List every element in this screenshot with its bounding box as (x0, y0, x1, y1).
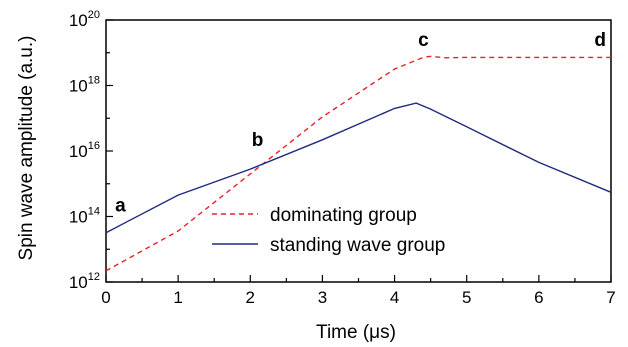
y-tick-label: 1014 (69, 206, 100, 227)
x-tick-label: 6 (534, 288, 543, 307)
x-tick-label: 4 (390, 288, 399, 307)
annotation-label: b (252, 130, 264, 151)
legend: dominating group standing wave group (212, 205, 445, 256)
annotation-label: a (115, 196, 126, 217)
series-line-standing-wave-group (105, 102, 612, 234)
x-tick-label: 5 (462, 288, 471, 307)
x-tick-label: 2 (246, 288, 255, 307)
legend-label: dominating group (270, 205, 417, 226)
x-tick-label: 7 (606, 288, 615, 307)
x-tick-label: 1 (173, 288, 182, 307)
series-layer (105, 55, 612, 272)
annotation-label: c (418, 30, 429, 51)
x-tick-label: 3 (318, 288, 327, 307)
x-tick-label: 0 (101, 288, 110, 307)
axes: 0 1 2 3 4 5 6 7 1012 1014 1016 1018 1020 (69, 9, 616, 307)
y-tick-label: 1018 (69, 75, 100, 96)
legend-label: standing wave group (270, 235, 445, 256)
y-tick-label: 1012 (69, 271, 100, 292)
y-tick-label: 1016 (69, 140, 100, 161)
annotation-label: d (594, 30, 606, 51)
y-axis-title: Spin wave amplitude (a.u.) (16, 36, 37, 261)
series-line-dominating-group (105, 55, 611, 272)
annotations: a b c d (115, 30, 606, 217)
x-axis-title: Time (μs) (316, 322, 396, 343)
y-tick-label: 1020 (69, 9, 100, 30)
